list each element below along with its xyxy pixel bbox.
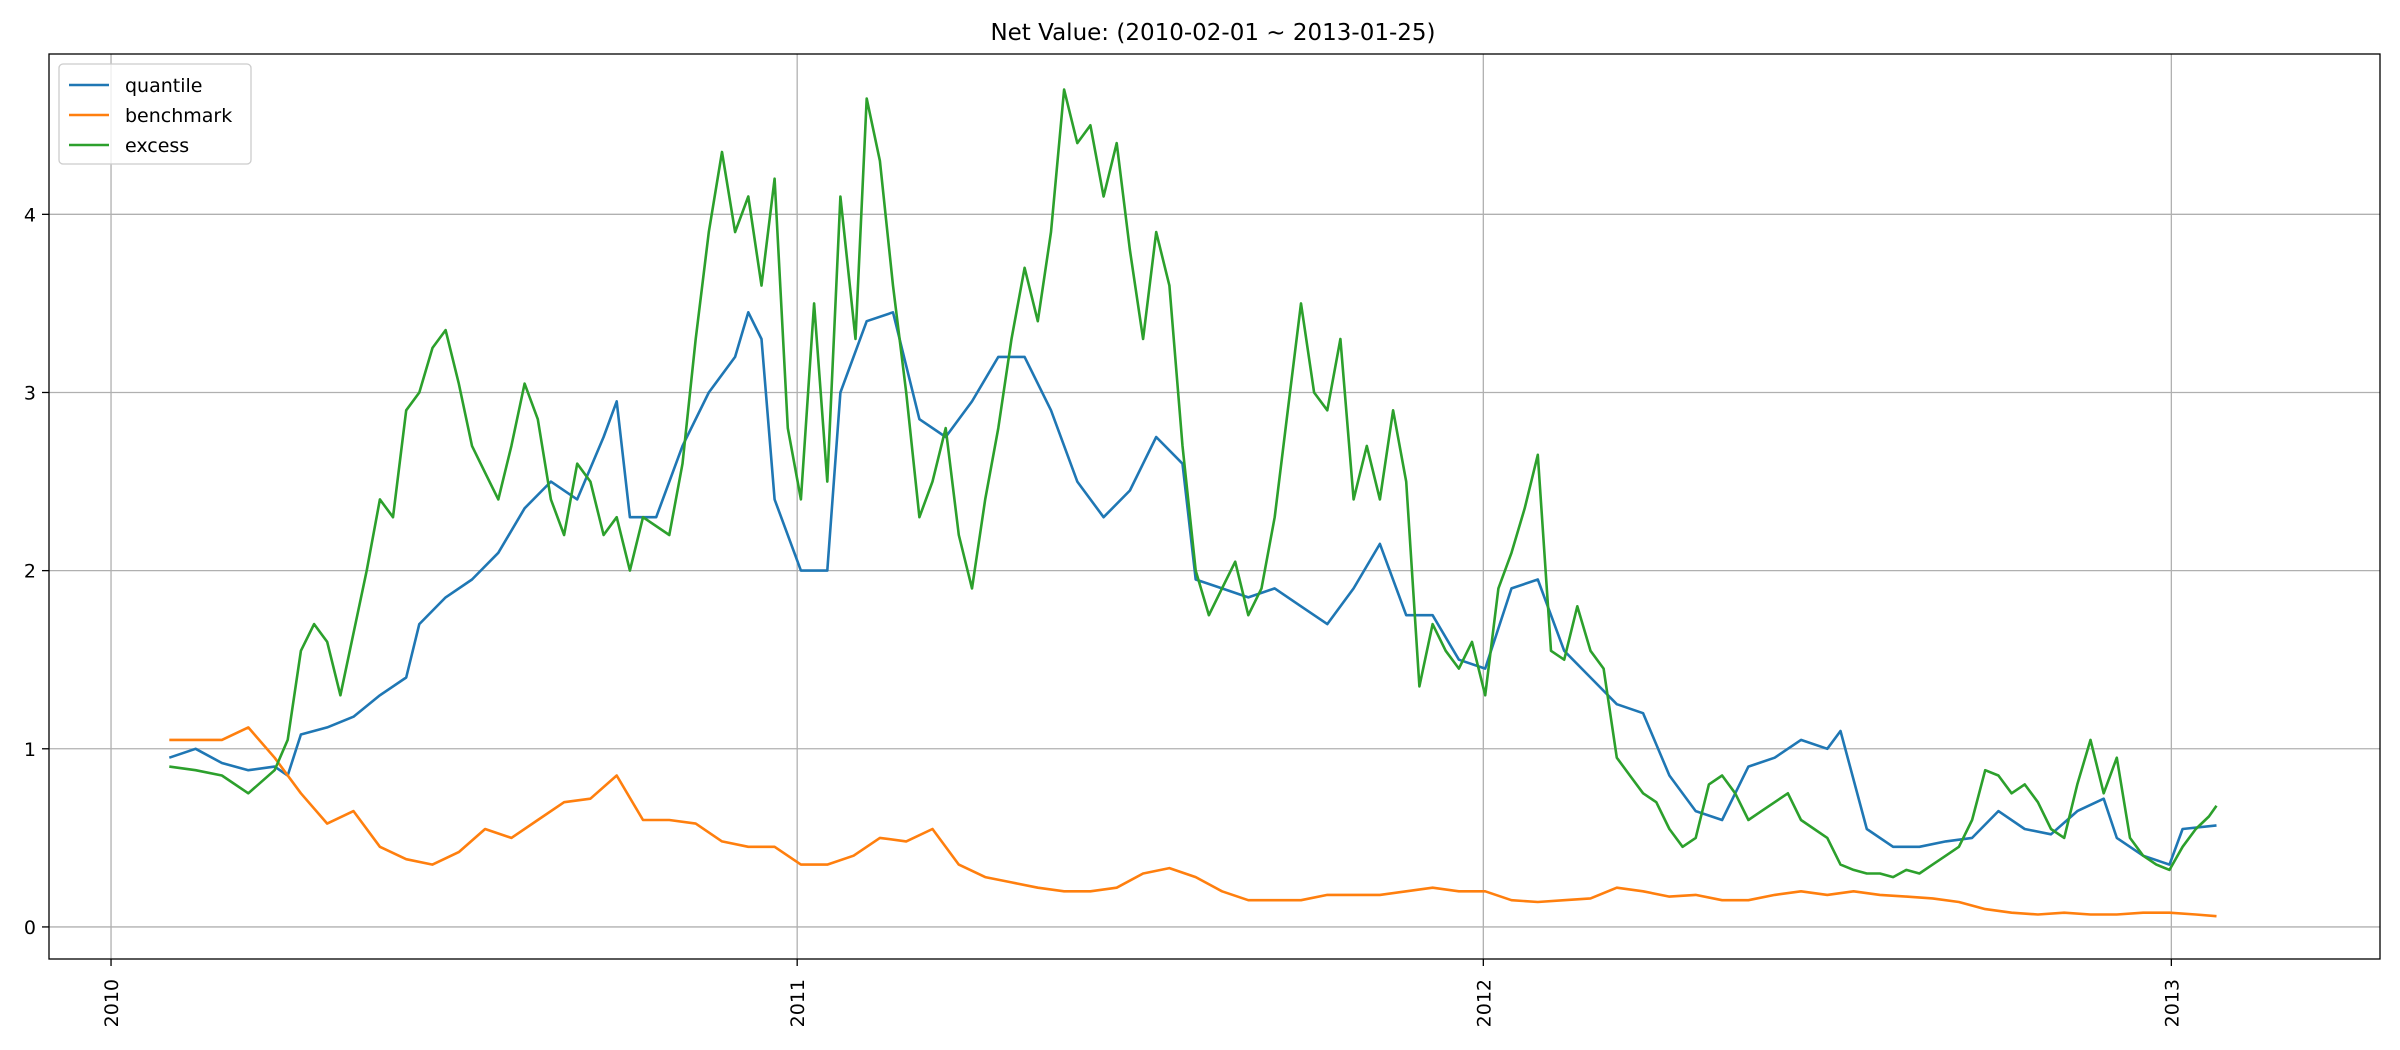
x-tick-label: 2013	[2161, 979, 2183, 1027]
y-tick-label: 0	[24, 917, 36, 939]
grid	[49, 54, 2380, 959]
legend-label-quantile: quantile	[125, 75, 202, 97]
series-line-quantile	[168, 311, 2217, 866]
legend-label-excess: excess	[125, 135, 189, 157]
legend-label-benchmark: benchmark	[125, 105, 232, 127]
y-tick-label: 2	[24, 561, 36, 583]
x-tick-label: 2010	[101, 979, 123, 1027]
y-tick-label: 1	[24, 739, 36, 761]
plot-frame	[48, 53, 2381, 960]
y-tick-label: 3	[24, 382, 36, 404]
series-line-benchmark	[169, 726, 2217, 918]
axes: 0 1 2 3 4 2010 2011 2012 2013	[24, 204, 2183, 1027]
x-tick-label: 2012	[1473, 979, 1495, 1027]
series-lines	[168, 88, 2218, 918]
chart-title: Net Value: (2010-02-01 ~ 2013-01-25)	[990, 20, 1435, 46]
legend-box	[58, 63, 252, 165]
x-tick-label: 2011	[787, 979, 809, 1027]
legend: quantile benchmark excess	[58, 63, 252, 165]
y-tick-label: 4	[24, 204, 36, 226]
series-line-excess	[169, 88, 2218, 879]
